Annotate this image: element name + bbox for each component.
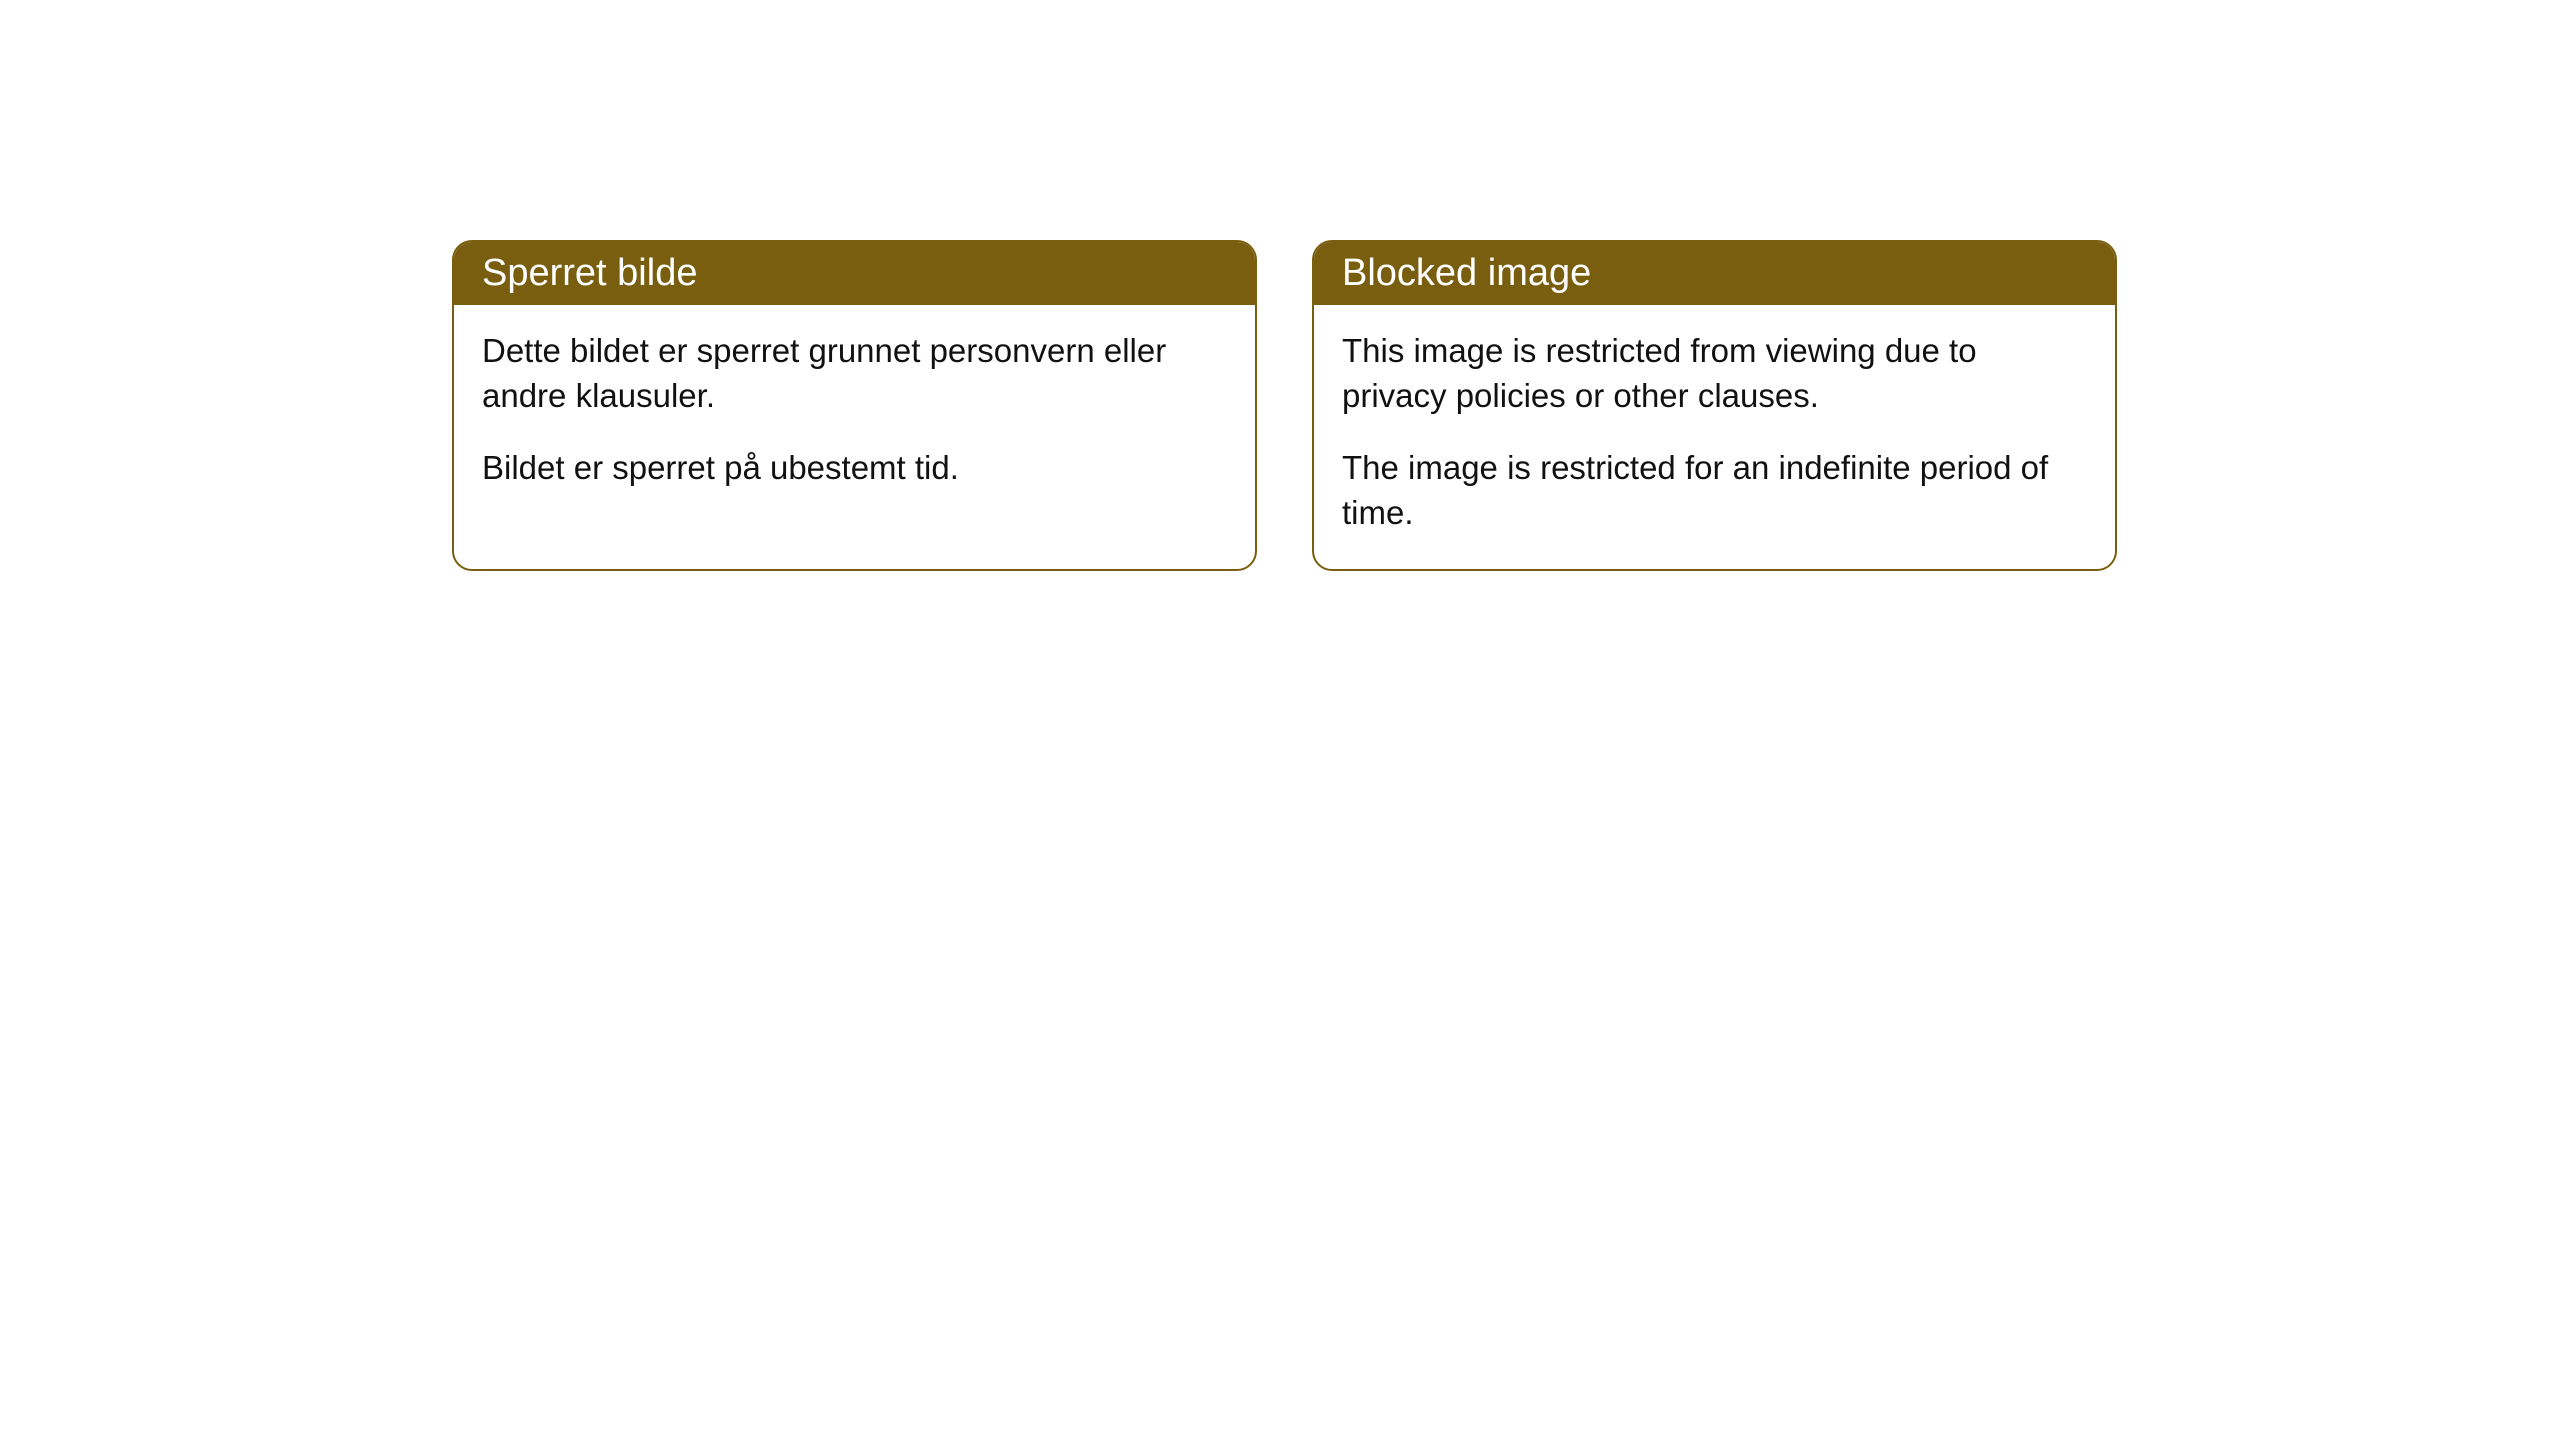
blocked-image-card-en: Blocked image This image is restricted f… [1312,240,2117,571]
card-header-no: Sperret bilde [454,242,1255,305]
card-title-no: Sperret bilde [482,252,697,294]
cards-container: Sperret bilde Dette bildet er sperret gr… [0,0,2560,571]
card-paragraph-1-no: Dette bildet er sperret grunnet personve… [482,329,1227,418]
card-header-en: Blocked image [1314,242,2115,305]
card-body-en: This image is restricted from viewing du… [1314,305,2115,569]
card-title-en: Blocked image [1342,252,1591,294]
card-body-no: Dette bildet er sperret grunnet personve… [454,305,1255,525]
blocked-image-card-no: Sperret bilde Dette bildet er sperret gr… [452,240,1257,571]
card-paragraph-1-en: This image is restricted from viewing du… [1342,329,2087,418]
card-paragraph-2-no: Bildet er sperret på ubestemt tid. [482,446,1227,491]
card-paragraph-2-en: The image is restricted for an indefinit… [1342,446,2087,535]
